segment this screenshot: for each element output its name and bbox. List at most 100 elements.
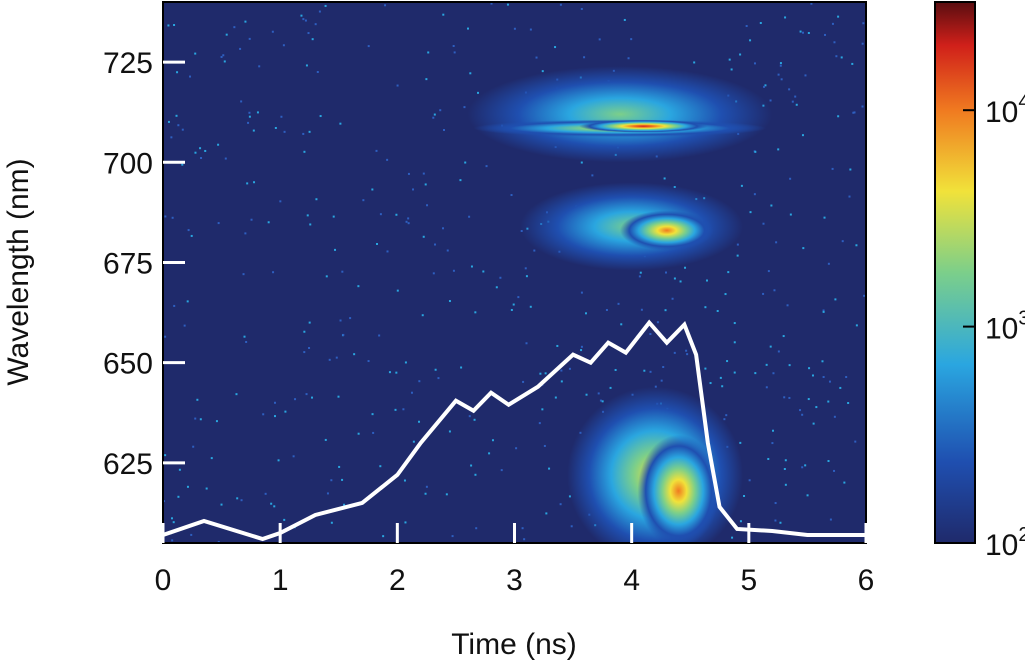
noise-pixel — [525, 342, 528, 345]
noise-pixel — [437, 377, 440, 380]
noise-pixel — [307, 32, 310, 35]
noise-pixel — [543, 444, 546, 447]
noise-pixel — [823, 216, 826, 219]
noise-pixel — [273, 505, 276, 508]
noise-pixel — [246, 182, 249, 185]
noise-pixel — [248, 111, 251, 114]
noise-pixel — [656, 321, 659, 324]
noise-pixel — [560, 369, 563, 372]
noise-pixel — [325, 275, 328, 278]
overlay-line — [163, 319, 866, 542]
emission-core-683 — [619, 210, 714, 251]
colorbar-tick-exp: 4 — [1018, 91, 1025, 113]
noise-pixel — [324, 438, 327, 441]
noise-pixel — [367, 360, 370, 363]
noise-pixel — [418, 420, 421, 423]
noise-pixel — [862, 22, 865, 25]
noise-pixel — [357, 432, 360, 435]
noise-pixel — [490, 2, 493, 5]
x-axis-label: Time (ns) — [451, 628, 577, 661]
noise-pixel — [663, 177, 666, 180]
noise-pixel — [407, 222, 410, 225]
noise-pixel — [353, 353, 356, 356]
noise-pixel — [740, 184, 743, 187]
noise-pixel — [662, 366, 665, 369]
noise-pixel — [848, 195, 851, 198]
noise-pixel — [833, 415, 836, 418]
noise-pixel — [284, 410, 287, 413]
noise-pixel — [704, 367, 707, 370]
noise-pixel — [283, 130, 286, 133]
noise-pixel — [378, 334, 381, 337]
noise-pixel — [305, 393, 308, 396]
noise-pixel — [464, 161, 467, 164]
noise-pixel — [730, 68, 733, 71]
noise-pixel — [726, 360, 729, 363]
noise-pixel — [424, 492, 427, 495]
noise-pixel — [510, 308, 513, 311]
noise-pixel — [541, 70, 544, 73]
noise-pixel — [660, 379, 663, 382]
noise-pixel — [673, 351, 676, 354]
noise-pixel — [580, 349, 583, 352]
noise-pixel — [499, 276, 502, 279]
noise-pixel — [523, 538, 526, 541]
noise-pixel — [833, 469, 836, 472]
noise-pixel — [222, 54, 225, 57]
noise-pixel — [831, 167, 834, 170]
noise-pixel — [728, 58, 731, 61]
noise-pixel — [500, 469, 503, 472]
noise-pixel — [412, 188, 415, 191]
noise-pixel — [788, 364, 791, 367]
noise-pixel — [775, 241, 778, 244]
noise-pixel — [433, 113, 436, 116]
noise-pixel — [236, 497, 239, 500]
noise-pixel — [422, 235, 425, 238]
noise-pixel — [223, 60, 226, 63]
noise-pixel — [186, 300, 189, 303]
noise-pixel — [475, 527, 478, 530]
noise-pixel — [421, 314, 424, 317]
noise-pixel — [762, 222, 765, 225]
noise-pixel — [178, 468, 181, 471]
noise-pixel — [617, 302, 620, 305]
noise-pixel — [311, 396, 314, 399]
noise-pixel — [584, 312, 587, 315]
noise-pixel — [468, 415, 471, 418]
noise-pixel — [177, 124, 180, 127]
noise-pixel — [371, 413, 374, 416]
noise-pixel — [371, 188, 374, 191]
y-tick-label: 675 — [103, 247, 153, 280]
noise-pixel — [801, 134, 804, 137]
noise-pixel — [164, 454, 167, 457]
noise-pixel — [302, 132, 305, 135]
noise-pixel — [426, 204, 429, 207]
noise-pixel — [282, 44, 285, 47]
noise-pixel — [485, 165, 488, 168]
noise-pixel — [442, 13, 445, 16]
noise-pixel — [673, 277, 676, 280]
noise-pixel — [643, 369, 646, 372]
noise-pixel — [784, 459, 787, 462]
noise-pixel — [167, 120, 170, 123]
noise-pixel — [765, 386, 768, 389]
noise-pixel — [349, 317, 352, 320]
noise-pixel — [630, 38, 633, 41]
noise-pixel — [432, 272, 435, 275]
noise-pixel — [560, 380, 563, 383]
noise-pixel — [733, 341, 736, 344]
noise-pixel — [256, 111, 259, 114]
noise-pixel — [849, 168, 852, 171]
noise-pixel — [242, 273, 245, 276]
noise-pixel — [772, 372, 775, 375]
noise-pixel — [194, 417, 197, 420]
noise-pixel — [446, 249, 449, 252]
noise-pixel — [443, 128, 446, 131]
noise-pixel — [272, 271, 275, 274]
noise-pixel — [533, 249, 536, 252]
noise-pixel — [827, 460, 830, 463]
noise-pixel — [770, 204, 773, 207]
noise-pixel — [723, 418, 726, 421]
noise-pixel — [855, 324, 858, 327]
noise-pixel — [767, 457, 770, 460]
